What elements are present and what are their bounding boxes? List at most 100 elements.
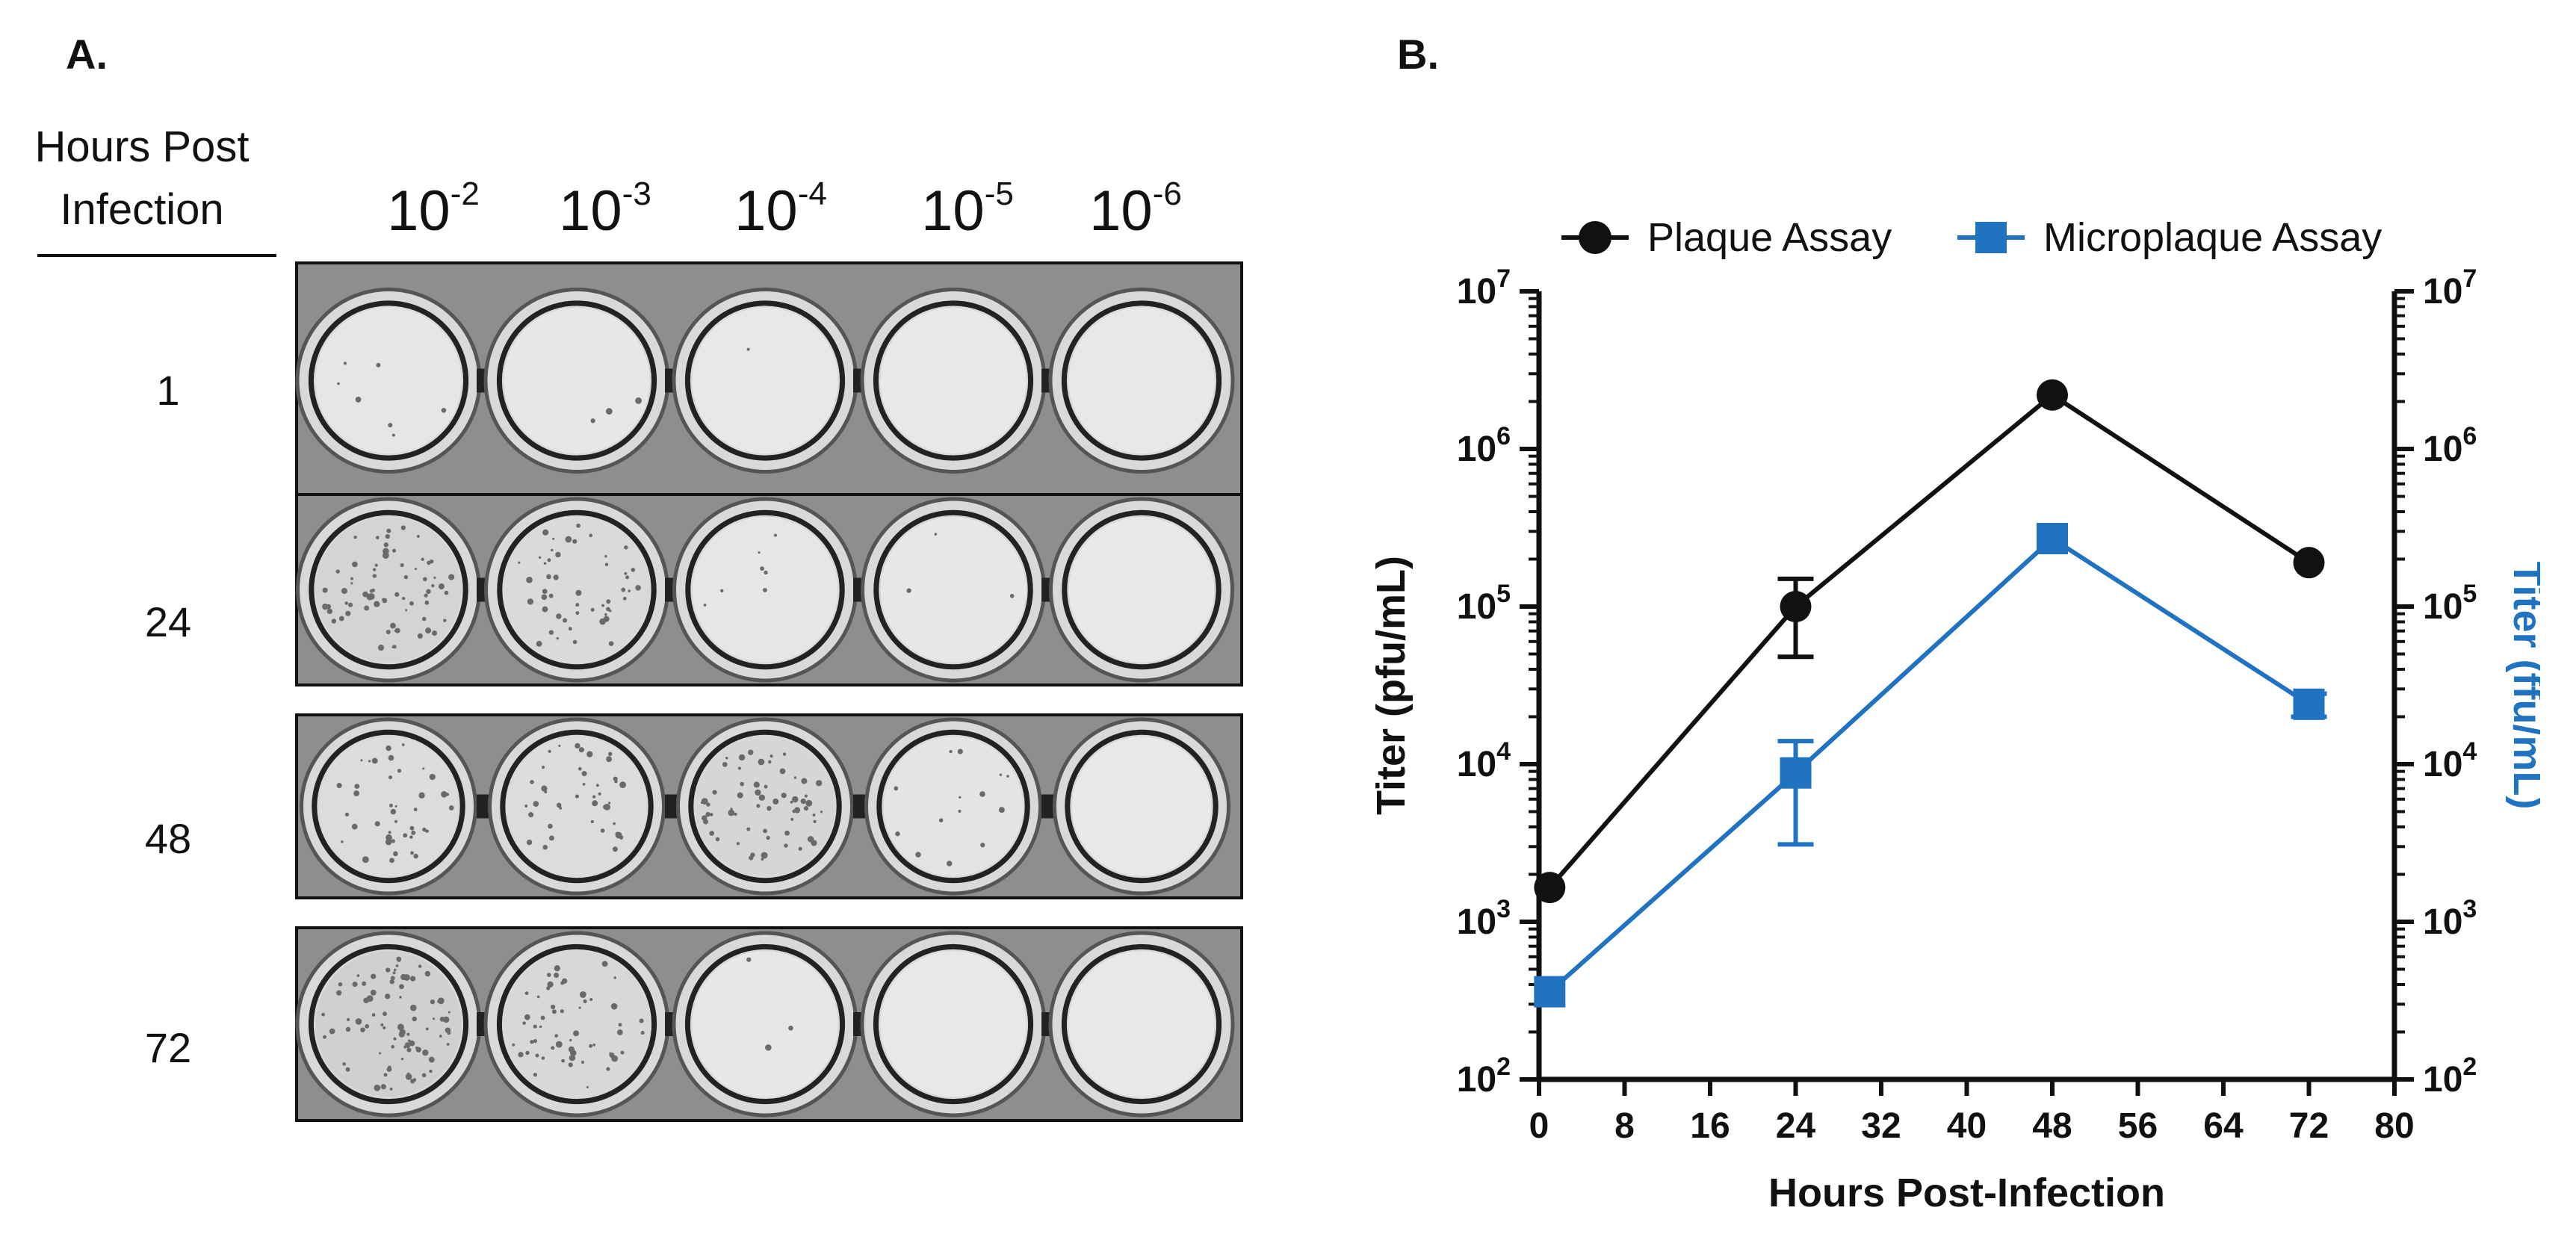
plaque-spot (322, 1035, 326, 1039)
plaque-spot (414, 568, 418, 571)
plaque-spot (448, 1011, 451, 1014)
plaque-spot (322, 587, 328, 593)
plaque-spot (382, 598, 385, 601)
plaque-spot (383, 542, 388, 548)
plaque-spot (365, 1023, 370, 1029)
plaque-spot (592, 1043, 596, 1047)
well-monolayer (504, 517, 650, 663)
plaque-spot (443, 619, 447, 622)
plaque-spot (383, 1073, 388, 1077)
plaque-spot (389, 858, 394, 864)
plaque-spot (392, 971, 396, 975)
plaque-spot (620, 1050, 625, 1055)
data-point-circle (1780, 591, 1812, 622)
plaque-spot (524, 1015, 528, 1019)
plaque-spot (611, 1055, 619, 1062)
legend-label: Microplaque Assay (2043, 215, 2382, 260)
plaque-spot (800, 799, 806, 805)
plaque-spot (388, 775, 393, 780)
plaque-spot (543, 562, 547, 565)
plaque-spot (321, 1012, 325, 1017)
plaque-spot (352, 982, 358, 988)
data-point-square (2293, 688, 2325, 720)
plaque-spot (604, 555, 607, 558)
plaque-spot (426, 589, 431, 595)
plaque-spot (415, 1047, 421, 1053)
plaque-spot (589, 998, 593, 1002)
plaque-spot (767, 806, 772, 811)
well-edge (684, 300, 846, 461)
plaque-spot (728, 809, 735, 816)
plaque-spot (576, 523, 580, 528)
plaque-spot (813, 819, 817, 823)
plaque-spot (604, 562, 609, 566)
x-tick-label: 56 (2118, 1106, 2158, 1146)
plaque-spot (578, 747, 584, 753)
plaque-spot (590, 819, 594, 824)
well-monolayer (1071, 737, 1212, 876)
plaque-spot (763, 828, 767, 834)
plaque-spot (590, 607, 595, 612)
plaque-spot (600, 828, 605, 833)
plaque-spot (322, 603, 329, 610)
plaque-spot (385, 994, 391, 999)
plaque-spot (703, 604, 707, 607)
plaque-spot (906, 588, 911, 593)
well-edge (309, 509, 468, 670)
plaque-spot (354, 784, 360, 790)
plaque-spot (763, 588, 767, 592)
plaque-spot (554, 1034, 558, 1038)
plaque-spot (372, 568, 377, 571)
plaque-spot (386, 630, 391, 635)
y-tick-label-right: 106 (2423, 422, 2477, 469)
plaque-spot (760, 566, 764, 571)
plaque-spot (397, 959, 401, 963)
well-divider (665, 794, 677, 819)
plaque-spot (619, 836, 623, 840)
x-tick-label: 48 (2032, 1106, 2072, 1146)
plaque-spot (430, 559, 434, 564)
plaque-spot (539, 1025, 542, 1029)
plaque-spot (386, 745, 391, 751)
plaque-spot (394, 629, 397, 633)
plaque-spot (558, 744, 561, 747)
plaque-spot (788, 1026, 793, 1031)
plaque-spot (524, 805, 528, 808)
x-tick-label: 16 (1690, 1106, 1730, 1146)
plaque-spot (405, 609, 408, 612)
plaque-spot (773, 798, 779, 805)
row-label-hours: 48 (144, 815, 192, 862)
plaque-spot (338, 616, 344, 622)
plaque-spot (768, 760, 772, 764)
header-line-2: Infection (60, 185, 224, 234)
header-line-1: Hours Post (34, 123, 250, 171)
plaque-spot (554, 972, 560, 979)
plaque-spot (355, 397, 362, 403)
plaque-spot (352, 561, 358, 568)
plaque-spot (1006, 775, 1009, 778)
plaque-spot (610, 1002, 618, 1010)
y-axis-label-left: Titer (pfu/mL) (1369, 556, 1414, 815)
plaque-spot (391, 1045, 395, 1049)
plaque-spot (804, 794, 808, 798)
well-monolayer (504, 307, 650, 454)
plaque-spot (582, 782, 586, 786)
plaque-spot (345, 1067, 350, 1072)
plaque-spot (737, 766, 741, 770)
plaque-spot (624, 545, 628, 550)
plaque-spot (331, 619, 337, 624)
plaque-spot (628, 589, 631, 592)
plaque-spot (599, 618, 606, 625)
plaque-spot (604, 613, 607, 616)
y-tick-label-left: 102 (1457, 1053, 1511, 1100)
plaque-spot (621, 587, 626, 592)
x-tick-label: 24 (1776, 1106, 1816, 1146)
plaque-spot (547, 558, 551, 562)
plaque-spot (360, 1027, 365, 1032)
plaque-spot (746, 827, 751, 831)
plaque-spot (533, 1038, 538, 1044)
legend-marker-circle (1579, 221, 1611, 254)
plaque-spot (811, 840, 817, 846)
plaque-spot (399, 996, 402, 999)
plaque-spot (958, 810, 962, 813)
